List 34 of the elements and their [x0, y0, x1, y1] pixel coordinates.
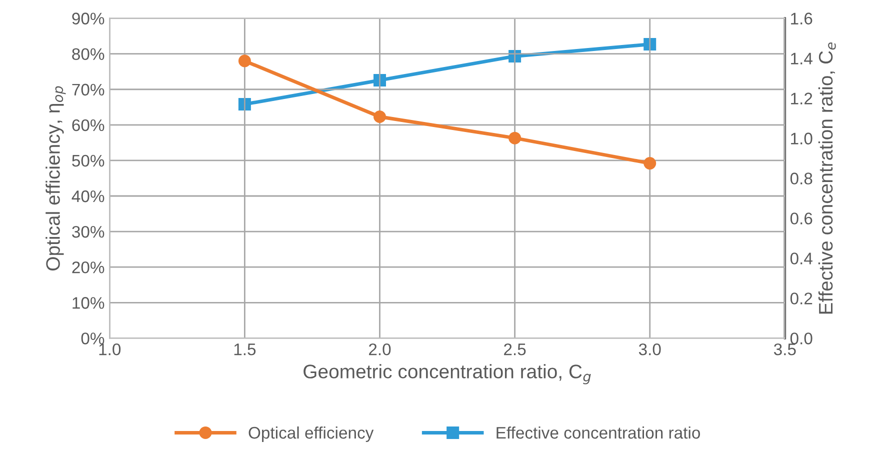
y2-tick-label: 0.6: [790, 212, 812, 224]
legend-label: Optical efficiency: [248, 426, 374, 442]
x-tick-label: 3.5: [774, 343, 796, 356]
y-tick-label: 80%: [72, 48, 104, 60]
y-tick-label: 10%: [72, 297, 104, 309]
y2-tick-label: 0.0: [790, 332, 812, 344]
y-tick-label: 0%: [81, 332, 104, 344]
point: [373, 110, 386, 123]
point: [644, 157, 656, 170]
x-tick-label: 3.0: [638, 343, 661, 356]
y-tick-label: 50%: [72, 154, 104, 167]
legend-label: Effective concentration ratio: [496, 426, 700, 439]
x-tick-label: 1.5: [234, 344, 256, 356]
y-tick-label: 30%: [72, 226, 104, 238]
x-tick-label: 2.0: [368, 343, 391, 356]
y-tick-label: 70%: [72, 84, 104, 96]
point: [238, 54, 251, 68]
x-axis-title: Geometric concentration ratio, C$_{g}$: [304, 364, 591, 384]
y-tick-label: 40%: [72, 190, 104, 202]
y2-tick-label: 1.0: [791, 132, 812, 144]
y2-tick-label: 1.6: [791, 12, 812, 24]
y2-tick-label: 0.4: [790, 252, 812, 264]
y2-tick-label: 1.2: [791, 92, 812, 104]
point: [508, 132, 522, 144]
y-tick-label: 20%: [72, 261, 104, 274]
y2-axis-title: Effective concentration ratio, C$_{e}$: [818, 42, 836, 314]
y2-tick-label: 0.8: [790, 172, 812, 184]
y2-tick-label: 0.2: [790, 292, 812, 304]
y-axis-title: Optical efficiency, η$_{op}$: [46, 86, 66, 270]
x-tick-label: 2.5: [504, 343, 526, 356]
x-tick-label: 1.0: [99, 343, 121, 356]
y-tick-label: 60%: [72, 119, 104, 132]
y-tick-label: 90%: [72, 12, 104, 24]
y2-tick-label: 1.4: [791, 52, 812, 64]
